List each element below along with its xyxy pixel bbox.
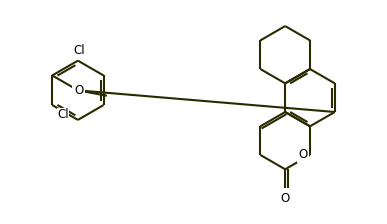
Text: O: O — [298, 149, 308, 162]
Text: Cl: Cl — [57, 108, 69, 121]
Text: O: O — [281, 192, 290, 205]
Text: Cl: Cl — [73, 44, 85, 57]
Text: O: O — [74, 84, 83, 97]
